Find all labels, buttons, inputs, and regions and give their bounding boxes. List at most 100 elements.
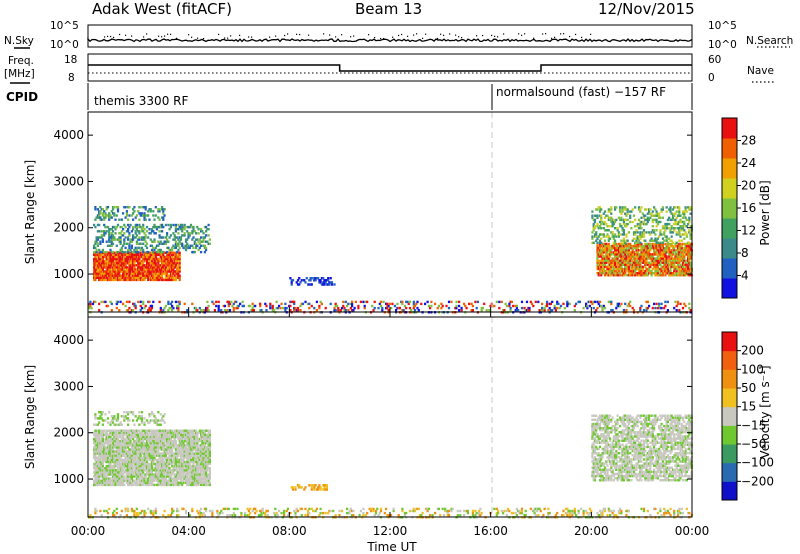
noise-search-point bbox=[437, 37, 439, 40]
velocity-echo-cell bbox=[111, 452, 115, 455]
velocity-echo-cell bbox=[148, 469, 151, 472]
power-echo-cell bbox=[200, 244, 203, 247]
power-echo-cell bbox=[676, 257, 680, 260]
power-echo-cell bbox=[674, 300, 677, 304]
power-echo-cell bbox=[155, 259, 159, 263]
power-echo-cell bbox=[329, 277, 332, 280]
power-echo-cell bbox=[241, 300, 244, 304]
velocity-echo-cell bbox=[173, 439, 176, 443]
power-echo-cell bbox=[658, 263, 661, 266]
power-echo-cell bbox=[558, 306, 561, 310]
velocity-echo-cell bbox=[95, 452, 98, 455]
power-echo-cell bbox=[299, 281, 302, 284]
power-echo-cell bbox=[683, 263, 686, 266]
velocity-echo-cell bbox=[123, 471, 126, 474]
velocity-echo-cell bbox=[168, 483, 171, 487]
velocity-echo-cell bbox=[162, 444, 165, 447]
power-echo-cell bbox=[654, 274, 657, 277]
power-echo-cell bbox=[689, 267, 692, 271]
velocity-echo-cell bbox=[94, 469, 97, 472]
velocity-echo-cell bbox=[137, 446, 140, 449]
power-echo-cell bbox=[680, 220, 683, 224]
velocity-echo-cell bbox=[114, 444, 117, 447]
power-echo-cell bbox=[664, 300, 667, 304]
power-echo-cell bbox=[641, 244, 644, 248]
power-echo-cell bbox=[603, 242, 607, 246]
power-echo-cell bbox=[127, 257, 130, 261]
power-echo-cell bbox=[174, 246, 177, 250]
power-echo-cell bbox=[685, 218, 688, 222]
power-echo-cell bbox=[164, 304, 167, 308]
velocity-echo-cell bbox=[166, 462, 169, 466]
velocity-echo-cell bbox=[124, 452, 127, 455]
power-echo-cell bbox=[678, 251, 681, 254]
power-echo-cell bbox=[187, 236, 190, 239]
power-echo-cell bbox=[171, 257, 174, 261]
velocity-echo-cell bbox=[148, 481, 151, 484]
power-echo-cell bbox=[603, 249, 607, 252]
velocity-echo-cell bbox=[132, 483, 135, 487]
power-echo-cell bbox=[125, 214, 128, 217]
velocity-echo-cell bbox=[104, 454, 107, 457]
power-echo-cell bbox=[602, 259, 605, 262]
velocity-echo-cell bbox=[162, 446, 165, 449]
power-echo-cell bbox=[130, 272, 133, 275]
power-echo-cell bbox=[650, 255, 653, 258]
power-echo-cell bbox=[650, 239, 653, 242]
power-echo-cell bbox=[123, 272, 126, 275]
power-echo-cell bbox=[159, 240, 162, 243]
power-echo-cell bbox=[103, 223, 106, 227]
power-echo-cell bbox=[661, 225, 664, 228]
power-echo-cell bbox=[111, 266, 115, 269]
power-echo-cell bbox=[149, 270, 152, 273]
velocity-echo-cell bbox=[140, 458, 144, 462]
power-echo-cell bbox=[635, 261, 638, 264]
velocity-echo-cell bbox=[96, 464, 99, 468]
velocity-echo-cell bbox=[171, 473, 174, 476]
power-echo-cell bbox=[630, 257, 633, 260]
power-echo-cell bbox=[670, 257, 673, 260]
power-echo-cell bbox=[681, 249, 685, 252]
velocity-echo-cell bbox=[159, 458, 162, 462]
power-echo-cell bbox=[617, 251, 620, 254]
power-echo-cell bbox=[207, 234, 210, 237]
power-echo-cell bbox=[118, 270, 121, 273]
power-echo-cell bbox=[147, 274, 150, 277]
power-echo-cell bbox=[223, 309, 227, 312]
power-echo-cell bbox=[666, 269, 669, 273]
power-echo-cell bbox=[118, 232, 121, 235]
noise-search-point bbox=[491, 34, 493, 37]
velocity-echo-cell bbox=[158, 479, 161, 482]
velocity-echo-cell bbox=[142, 444, 145, 447]
power-echo-cell bbox=[115, 302, 118, 306]
power-echo-cell bbox=[108, 274, 111, 277]
power-echo-cell bbox=[687, 244, 690, 248]
power-echo-cell bbox=[515, 306, 518, 310]
velocity-echo-cell bbox=[159, 475, 162, 478]
power-echo-cell bbox=[108, 230, 111, 233]
power-echo-cell bbox=[110, 244, 113, 247]
velocity-echo-cell bbox=[157, 442, 160, 445]
power-echo-cell bbox=[129, 257, 132, 261]
velocity-echo-cell bbox=[100, 464, 103, 468]
power-echo-cell bbox=[651, 239, 654, 242]
velocity-echo-cell bbox=[162, 467, 165, 470]
power-echo-cell bbox=[626, 242, 629, 246]
power-echo-cell bbox=[95, 248, 98, 252]
velocity-echo-cell bbox=[157, 437, 160, 441]
velocity-echo-cell bbox=[111, 442, 115, 445]
power-echo-cell bbox=[308, 302, 311, 306]
power-echo-cell bbox=[135, 278, 138, 282]
power-echo-cell bbox=[609, 255, 612, 258]
velocity-echo-cell bbox=[145, 479, 149, 482]
velocity-echo-cell bbox=[105, 475, 108, 478]
power-echo-cell bbox=[489, 304, 492, 308]
power-echo-cell bbox=[563, 306, 566, 310]
velocity-echo-cell bbox=[176, 454, 179, 457]
power-echo-cell bbox=[617, 242, 620, 246]
velocity-echo-cell bbox=[163, 431, 166, 434]
power-echo-cell bbox=[330, 281, 334, 284]
power-echo-cell bbox=[614, 206, 617, 209]
power-echo-cell bbox=[182, 225, 185, 229]
power-echo-cell bbox=[197, 228, 200, 231]
